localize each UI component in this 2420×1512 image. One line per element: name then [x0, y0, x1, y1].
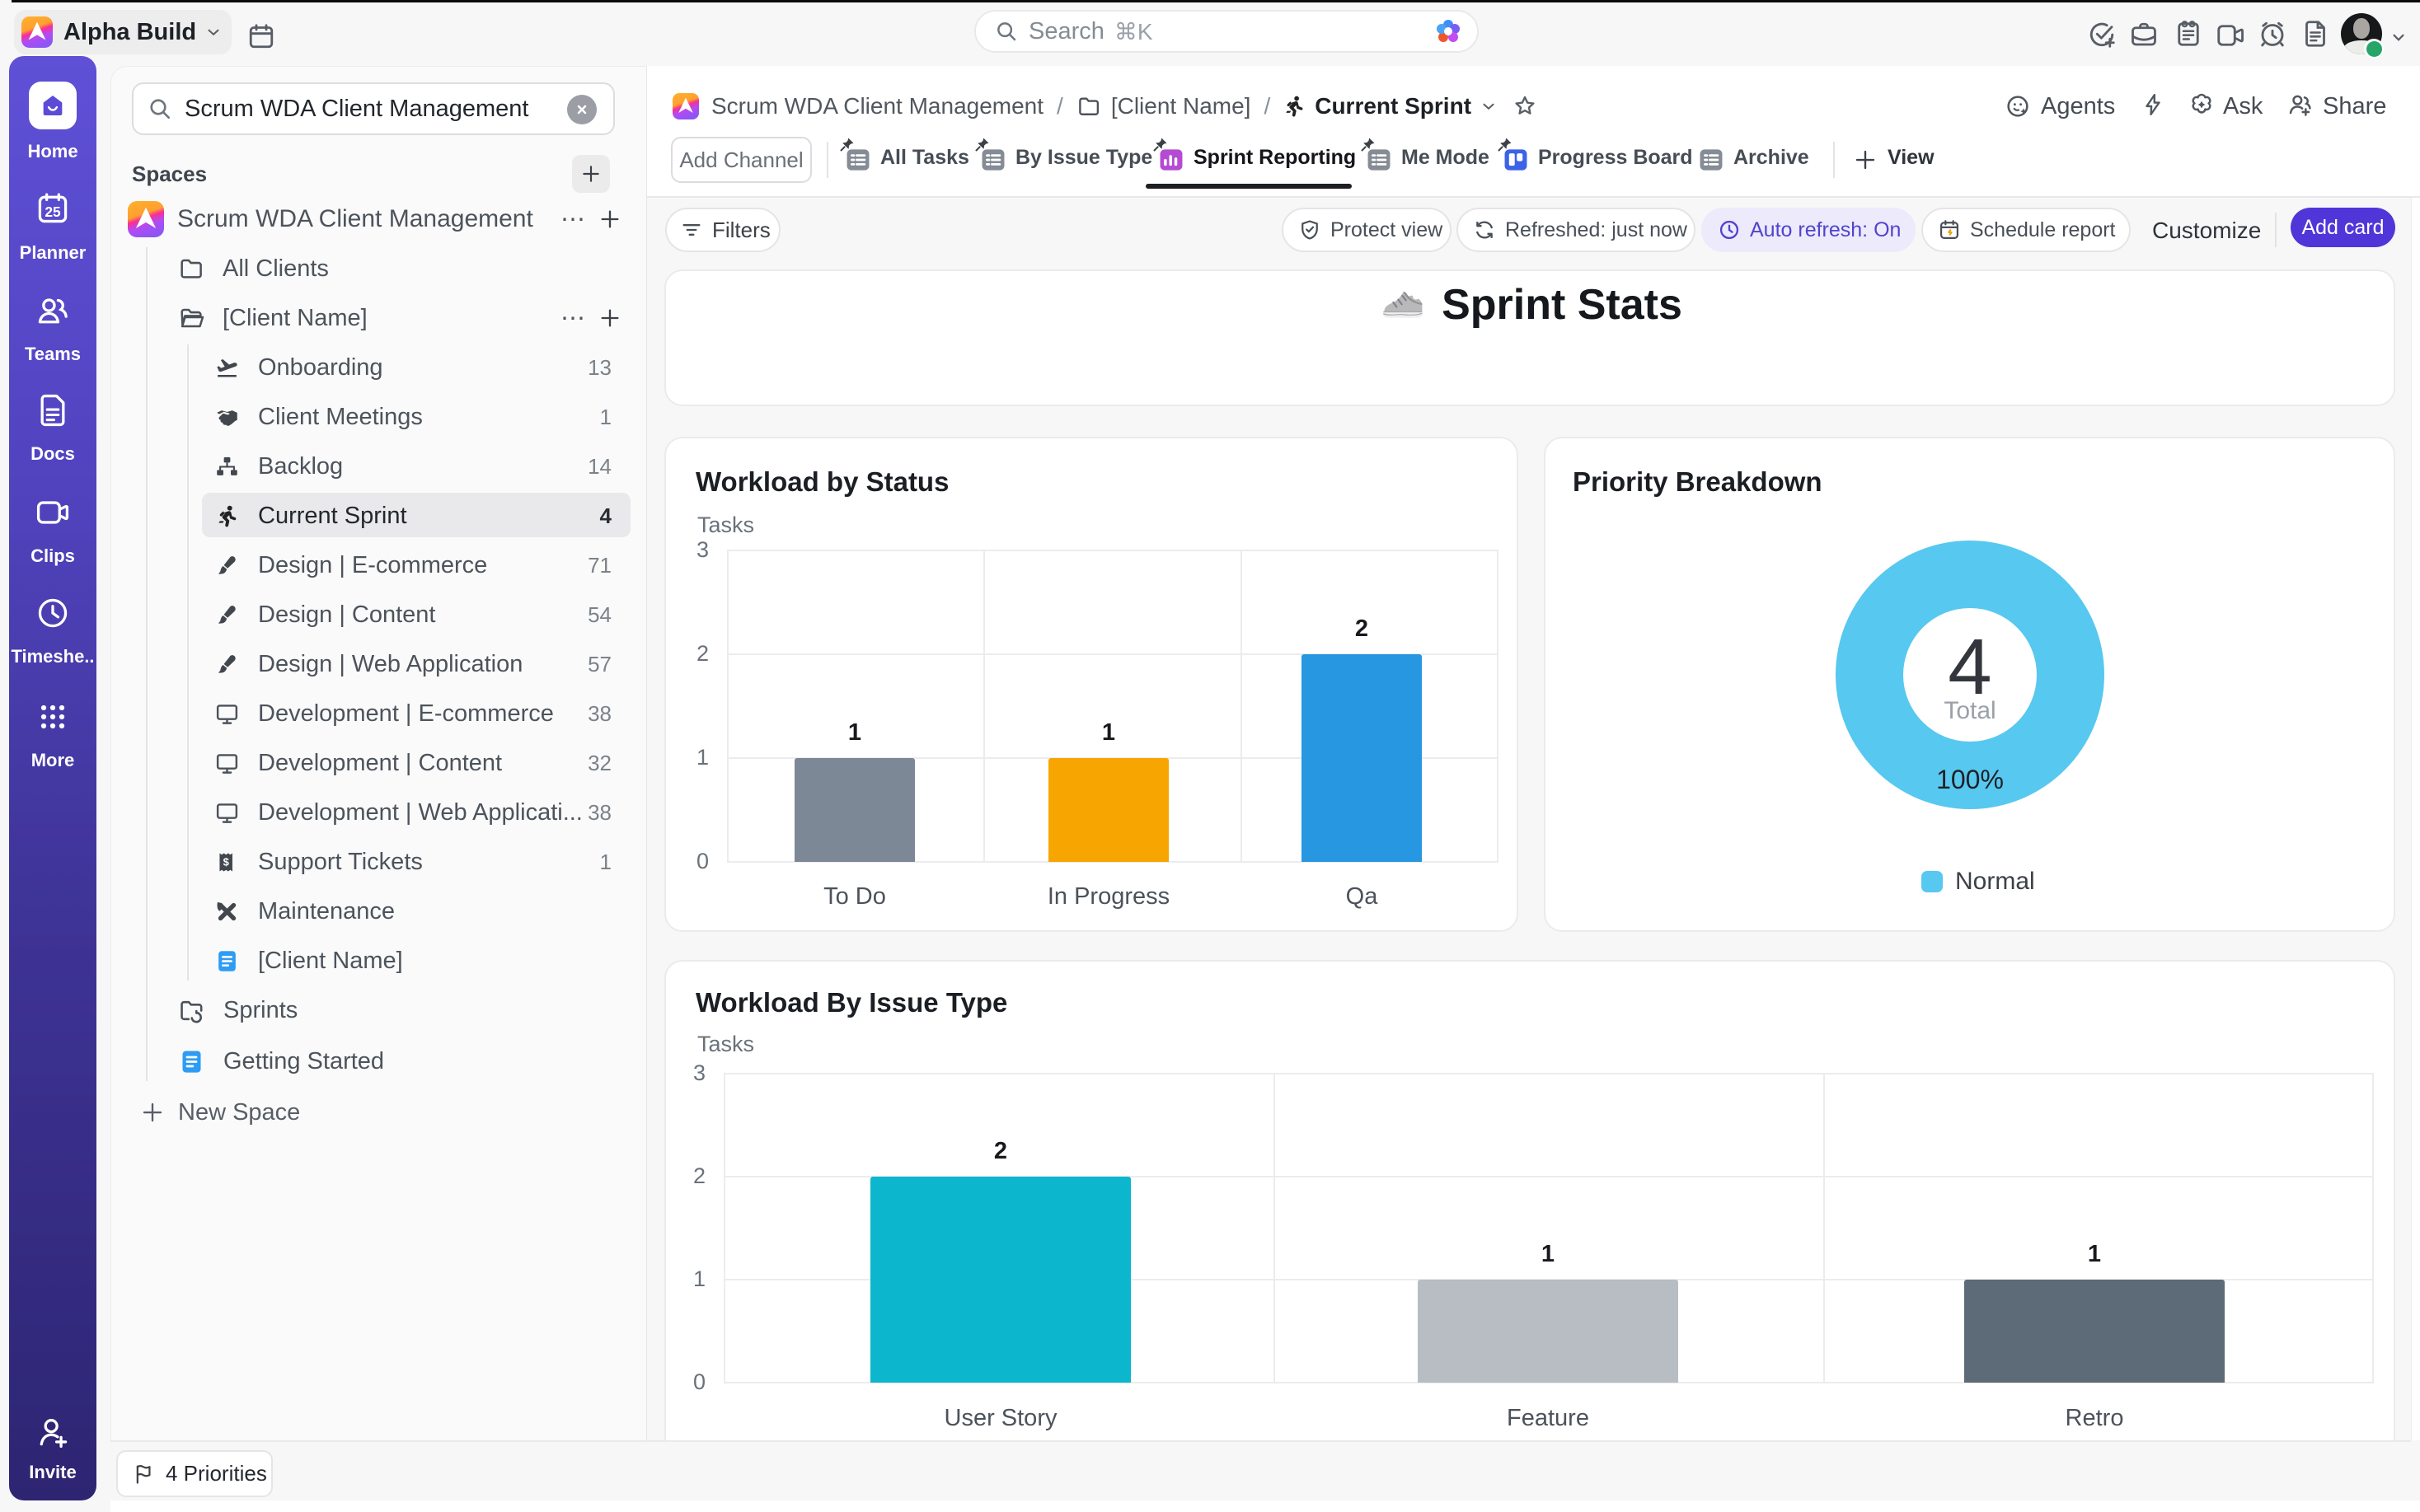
svg-text:25: 25: [45, 204, 61, 220]
